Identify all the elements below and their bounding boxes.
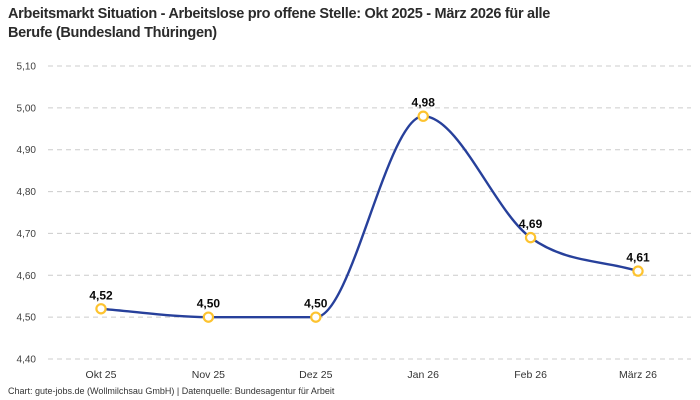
chart-title-line2: Berufe (Bundesland Thüringen) bbox=[8, 24, 217, 41]
data-point-marker bbox=[632, 265, 644, 277]
data-point-marker bbox=[417, 110, 429, 122]
x-axis-label: Feb 26 bbox=[514, 369, 547, 381]
data-point-marker bbox=[310, 311, 322, 323]
x-axis-label: Dez 25 bbox=[299, 369, 332, 381]
data-point-label: 4,50 bbox=[304, 297, 328, 311]
data-point-label: 4,52 bbox=[89, 288, 113, 302]
chart-source-caption: Chart: gute-jobs.de (Wollmilchsau GmbH) … bbox=[8, 386, 335, 396]
y-axis-tick-label: 4,40 bbox=[17, 355, 37, 366]
data-point-marker bbox=[202, 311, 215, 323]
y-axis-tick-label: 5,10 bbox=[17, 62, 37, 73]
data-point-label: 4,50 bbox=[197, 297, 221, 311]
y-axis-tick-label: 4,50 bbox=[17, 313, 37, 324]
data-point-label: 4,69 bbox=[519, 217, 543, 231]
data-point-marker bbox=[524, 231, 537, 244]
x-axis-label: Okt 25 bbox=[86, 369, 117, 381]
chart-canvas: 5,10 5,00 4,90 4,80 4,70 4,60 4,50 4,40 Okt 25 No… bbox=[17, 62, 691, 381]
data-point-label: 4,61 bbox=[626, 251, 650, 265]
x-axis-label: März 26 bbox=[619, 369, 657, 381]
y-axis-tick-label: 4,60 bbox=[17, 271, 37, 282]
x-axis-label: Nov 25 bbox=[192, 369, 225, 381]
chart-title-line1: Arbeitsmarkt Situation - Arbeitslose pro… bbox=[8, 6, 551, 22]
y-axis-tick-label: 4,80 bbox=[17, 187, 37, 198]
chart-title: Arbeitsmarkt Situation - Arbeitslose pro… bbox=[8, 5, 684, 42]
y-axis-tick-label: 4,90 bbox=[17, 145, 37, 156]
x-axis-label: Jan 26 bbox=[407, 369, 439, 381]
data-point-marker bbox=[95, 303, 107, 315]
data-point-label: 4,98 bbox=[412, 96, 436, 110]
y-axis-tick-label: 5,00 bbox=[17, 103, 37, 114]
line-chart: 5,10 5,00 4,90 4,80 4,70 4,60 4,50 4,40 Okt 25 No… bbox=[0, 52, 700, 392]
y-axis-tick-label: 4,70 bbox=[17, 229, 37, 240]
line-series-path bbox=[99, 115, 640, 319]
